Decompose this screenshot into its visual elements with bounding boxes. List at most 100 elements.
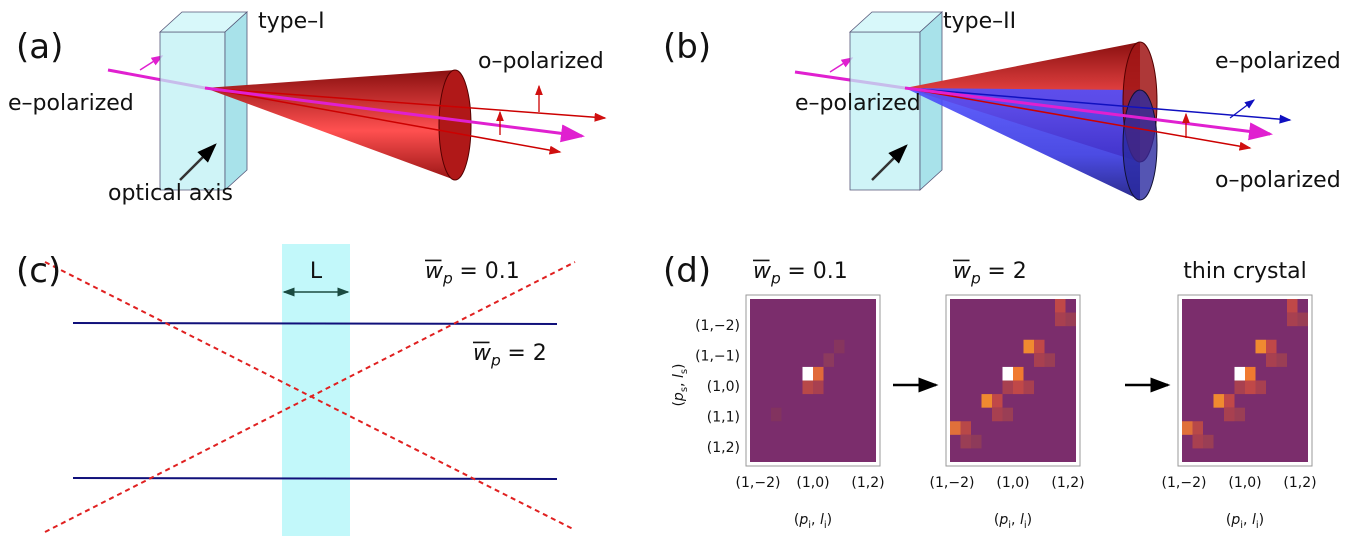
heatmap-cell [992, 394, 1003, 408]
heatmap-cell [1287, 299, 1298, 313]
heatmap-cell [982, 394, 993, 408]
text-part: , [671, 378, 687, 387]
heatmap-cell [1224, 394, 1235, 408]
x-tick-label: (1,2) [1283, 475, 1316, 491]
panel-label: (d) [663, 251, 711, 291]
heatmap-cell [813, 381, 824, 395]
parameter-label: wp = 2 [953, 259, 1027, 288]
heatmap-cell [1055, 313, 1066, 327]
heatmap-cell [1003, 381, 1014, 395]
beam-label: e–polarized [8, 91, 134, 116]
heatmap-cell [1298, 313, 1309, 327]
heatmap-cell [1235, 367, 1246, 381]
y-tick-label: (1,1) [707, 410, 740, 426]
parameter-label: wp = 0.1 [753, 259, 848, 288]
beam-label: e–polarized [1215, 49, 1341, 74]
heatmap-cell [971, 435, 982, 449]
text-part: p [998, 512, 1008, 528]
text-part: = 2 [987, 259, 1026, 284]
text-part: w [953, 259, 972, 284]
heatmap-cell [1245, 381, 1256, 395]
heatmap-cell [1024, 340, 1035, 354]
heatmap-cell [803, 381, 814, 395]
heatmap-cell [1256, 340, 1267, 354]
text-part: w [753, 259, 772, 284]
heatmap-cell [950, 421, 961, 435]
text-part: p [798, 512, 808, 528]
crystal-slab [282, 244, 350, 536]
text-part: = 2 [507, 341, 546, 366]
heatmap-cell [1224, 408, 1235, 422]
text-part: ) [1259, 512, 1264, 528]
beam-label: e–polarized [795, 91, 921, 116]
text-part: p [770, 270, 781, 288]
x-tick-label: (1,0) [1228, 475, 1261, 491]
heatmap-cell [961, 421, 972, 435]
text-part: , [1011, 512, 1020, 528]
heatmap-cell [1003, 367, 1014, 381]
heatmap-cell [1277, 353, 1288, 367]
parameter-label: wp= 2 [473, 341, 547, 370]
beam-label: o–polarized [1215, 168, 1341, 193]
axis-label: (pi, li) [994, 512, 1032, 531]
x-tick-label: (1,−2) [1162, 475, 1207, 491]
text-part: = 0.1 [787, 259, 847, 284]
figure: (a) type–I o–polarized e–polarized optic… [0, 0, 1367, 536]
heatmap-cell [1066, 313, 1077, 327]
heatmap-cell [1245, 367, 1256, 381]
x-tick-label: (1,−2) [736, 475, 781, 491]
heatmap-cell [1287, 313, 1298, 327]
x-tick-label: (1,2) [1051, 475, 1084, 491]
map-title: thin crystal [1183, 259, 1306, 284]
heatmap-cell [1013, 381, 1024, 395]
title: type–I [258, 9, 325, 34]
y-tick-label: (1,−1) [695, 349, 740, 365]
polarization-arrow [140, 56, 162, 70]
beam-profile [73, 478, 557, 479]
heatmap-cell [961, 435, 972, 449]
x-tick-label: (1,0) [796, 475, 829, 491]
axis-label: optical axis [108, 181, 233, 206]
title: type–II [943, 9, 1016, 34]
heatmap-cell [1055, 299, 1066, 313]
heatmap-cell [1266, 340, 1277, 354]
heatmap-cell [1013, 367, 1024, 381]
heatmap-cell [1034, 340, 1045, 354]
heatmap-cell [771, 408, 782, 422]
heatmap-cell [1045, 353, 1056, 367]
heatmap-cell [1193, 435, 1204, 449]
text-part: ) [1027, 512, 1032, 528]
text-part: ) [827, 512, 832, 528]
heatmap-cell [1203, 435, 1214, 449]
heatmap-cell [1266, 353, 1277, 367]
panel-label: (b) [663, 27, 711, 67]
panel-label: (c) [16, 251, 61, 291]
text-part: p [970, 270, 981, 288]
heatmap-cell [803, 367, 814, 381]
heatmap-cell [992, 408, 1003, 422]
text-part: w [425, 259, 444, 284]
y-tick-label: (1,2) [707, 440, 740, 456]
x-tick-label: (1,0) [996, 475, 1029, 491]
beam-label: o–polarized [478, 49, 604, 74]
text-part: , [1243, 512, 1252, 528]
heatmap-cell [824, 353, 835, 367]
y-tick-label: (1,−2) [695, 318, 740, 334]
axis-label: (pi, li) [1226, 512, 1264, 531]
heatmap-cell [1034, 353, 1045, 367]
polarization-arrow [830, 58, 852, 72]
text-part: ) [671, 363, 687, 368]
y-tick-label: (1,0) [707, 379, 740, 395]
x-tick-label: (1,−2) [930, 475, 975, 491]
length-label: L [310, 259, 323, 284]
axis-label: (pi, li) [794, 512, 832, 531]
panel-label: (a) [16, 27, 63, 67]
text-part: = 0.1 [459, 259, 519, 284]
text-part: p [1230, 512, 1240, 528]
heatmap-cell [813, 367, 824, 381]
text-part: p [442, 270, 453, 288]
panel-c: (c) L [16, 244, 575, 536]
heatmap-cell [834, 340, 845, 354]
panel-a: (a) type–I o–polarized e–polarized optic… [8, 9, 605, 206]
heatmap-cell [1214, 394, 1225, 408]
